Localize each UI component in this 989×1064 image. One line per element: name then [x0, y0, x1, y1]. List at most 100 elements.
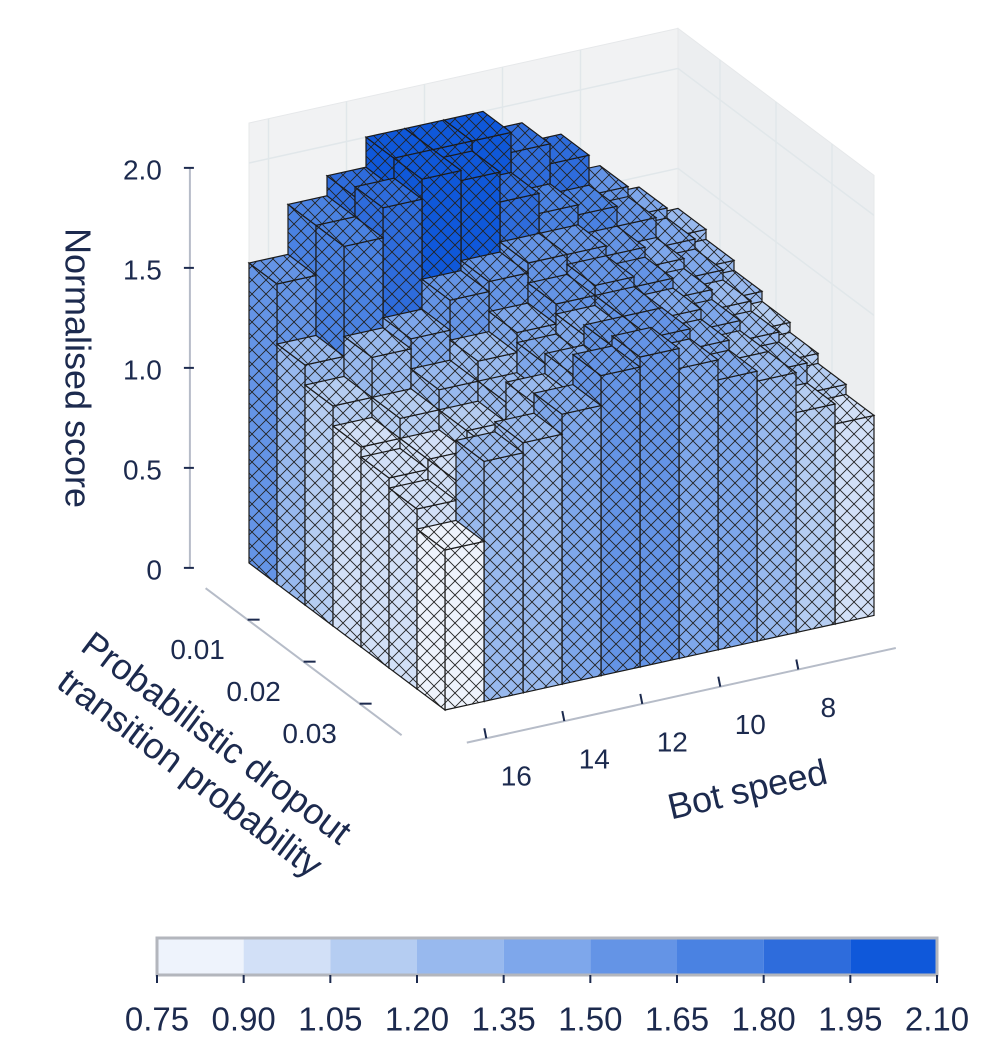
colorbar-swatch	[503, 938, 591, 975]
bar-hatch	[372, 388, 439, 419]
colorbar-tick-label: 1.05	[298, 1001, 362, 1038]
bar-hatch	[389, 479, 456, 509]
bar-hatch	[489, 303, 556, 333]
colorbar-swatch	[330, 938, 417, 975]
bar-hatch	[305, 376, 372, 406]
z-tick-label: 0	[146, 554, 162, 585]
bar-hatch	[500, 233, 567, 263]
colorbar-swatch	[590, 938, 677, 975]
z-tick-label: 1.5	[123, 254, 162, 285]
bar-hatch	[456, 431, 523, 462]
bar-hatch	[595, 286, 662, 317]
bar-hatch	[573, 346, 640, 376]
bar-hatch	[539, 224, 606, 255]
bar-hatch	[333, 426, 361, 647]
bar-hatch	[495, 413, 562, 443]
bar-hatch	[729, 351, 796, 382]
x-tick	[717, 676, 722, 687]
x-tick	[639, 693, 644, 705]
colorbar-tick-label: 1.35	[472, 1001, 536, 1038]
bar-hatch	[528, 274, 595, 304]
bar-hatch	[550, 185, 617, 215]
y-tick-label: 0.01	[170, 634, 225, 665]
bar-hatch	[523, 434, 562, 693]
bar-hatch	[567, 255, 634, 286]
bar-hatch	[679, 359, 718, 659]
bar-hatch	[383, 309, 450, 339]
colorbar-swatch	[417, 938, 504, 975]
colorbar-swatch	[677, 938, 764, 975]
x-tick	[561, 710, 566, 722]
x-tick-label: 12	[657, 726, 688, 757]
bar-hatch	[405, 120, 472, 150]
bar-hatch	[623, 307, 690, 338]
colorbar-swatch	[850, 938, 937, 975]
bar-hatch	[417, 529, 445, 710]
x-tick-label: 14	[579, 743, 610, 774]
colorbar-tick-label: 1.80	[732, 1001, 796, 1038]
bar-hatch	[249, 254, 316, 284]
y-tick-label: 0.03	[282, 718, 337, 749]
colorbar-tick-label: 1.65	[645, 1001, 709, 1038]
colorbar-tick-label: 0.90	[212, 1001, 276, 1038]
colorbar-tick-label: 1.20	[385, 1001, 449, 1038]
bar-hatch	[355, 178, 422, 208]
bar-hatch	[601, 367, 640, 676]
bar-hatch	[433, 151, 500, 181]
bar-hatch	[422, 270, 489, 301]
bar-hatch	[484, 452, 523, 702]
colorbar-frame	[155, 936, 939, 977]
x-tick-label: 16	[501, 761, 532, 792]
bar-hatch	[400, 429, 467, 460]
colorbar-swatch	[243, 938, 331, 975]
bar-hatch	[606, 257, 673, 287]
bar-hatch	[288, 195, 355, 226]
bar-hatch	[366, 128, 433, 159]
x-axis	[466, 647, 897, 744]
bar-hatch	[450, 331, 517, 362]
bar-hatch	[757, 372, 796, 642]
colorbar-tick-label: 1.50	[558, 1001, 622, 1038]
bar-hatch	[461, 252, 528, 282]
bar	[415, 519, 486, 712]
z-tick-label: 0.5	[123, 454, 162, 485]
bar-hatch	[361, 448, 428, 478]
bar-hatch	[249, 263, 277, 584]
bar-hatch	[634, 288, 701, 318]
x-axis-title: Bot speed	[664, 751, 831, 827]
bar-hatch	[277, 335, 344, 365]
colorbar-tick-label: 0.75	[125, 1001, 189, 1038]
colorbar-tick-label: 1.95	[818, 1001, 882, 1038]
x-tick-label: 10	[735, 709, 766, 740]
bar-hatch	[411, 360, 478, 390]
bar-hatch	[444, 111, 511, 141]
bar-hatch	[394, 149, 461, 180]
colorbar-swatch	[157, 938, 244, 975]
bar-hatch	[316, 216, 383, 247]
x-tick	[483, 728, 488, 739]
x-tick	[795, 659, 800, 670]
colorbar-swatch	[763, 938, 851, 975]
colorbar-tick-label: 2.10	[905, 1001, 969, 1038]
bar-hatch	[718, 371, 757, 650]
bar-hatch	[361, 457, 389, 668]
bar-hatch	[344, 327, 411, 358]
bar-hatch	[439, 401, 506, 431]
z-tick-label: 1.0	[123, 354, 162, 385]
bar-hatch	[305, 385, 333, 626]
bar-hatch	[640, 348, 679, 667]
z-tick-label: 2.0	[123, 154, 162, 185]
bar-hatch	[534, 384, 601, 415]
bar-hatch	[612, 327, 679, 357]
bar-hatch	[277, 344, 305, 605]
bar-hatch	[445, 541, 484, 710]
bar-hatch	[835, 415, 874, 624]
y-tick-label: 0.02	[226, 676, 281, 707]
bar-hatch	[796, 404, 835, 633]
bar-hatch	[333, 417, 400, 447]
z-axis-title: Normalised score	[57, 228, 98, 508]
bar-hatch	[417, 520, 484, 550]
bar-hatch	[562, 405, 601, 685]
bar-hatch	[389, 488, 417, 689]
